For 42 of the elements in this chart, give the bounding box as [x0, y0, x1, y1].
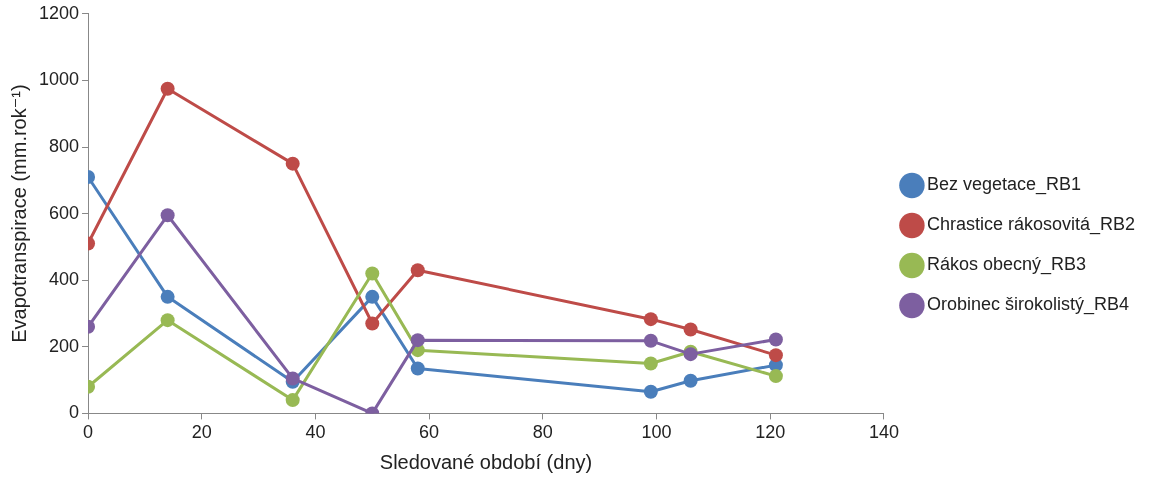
x-tick-label: 100	[641, 422, 672, 443]
legend-label: Orobinec širokolistý_RB4	[926, 294, 1129, 316]
point	[160, 289, 175, 304]
point	[365, 289, 380, 304]
point	[768, 348, 783, 363]
point	[365, 266, 380, 281]
point	[683, 322, 698, 337]
point	[768, 332, 783, 347]
x-tick-label: 0	[83, 422, 94, 443]
point	[683, 373, 698, 388]
point	[285, 393, 300, 408]
point	[285, 156, 300, 171]
x-tick-label: 60	[419, 422, 440, 443]
point	[365, 316, 380, 331]
legend-label: Chrastice rákosovitá_RB2	[926, 214, 1135, 236]
y-tick-label: 400	[49, 269, 80, 290]
point	[410, 263, 425, 278]
y-axis-title: Evapotranspirace (mm.rok⁻¹)	[7, 84, 30, 343]
y-tick-label: 0	[69, 402, 80, 423]
x-tick-label: 40	[305, 422, 326, 443]
point	[410, 333, 425, 348]
y-tick-label: 800	[49, 135, 80, 156]
legend-label: Bez vegetace_RB1	[926, 174, 1082, 196]
x-tick-label: 80	[532, 422, 553, 443]
x-axis-title: Sledované období (dny)	[379, 450, 593, 473]
point	[643, 333, 658, 348]
point	[160, 313, 175, 328]
legend-label: Rákos obecný_RB3	[926, 254, 1086, 276]
point	[410, 361, 425, 376]
y-tick-label: 600	[49, 202, 80, 223]
point	[643, 356, 658, 371]
y-tick-label: 200	[49, 335, 80, 356]
x-tick-label: 120	[755, 422, 786, 443]
point	[643, 312, 658, 327]
point	[643, 384, 658, 399]
y-tick-label: 1000	[39, 69, 80, 90]
y-tick-label: 1200	[39, 2, 80, 23]
x-tick-label: 140	[868, 422, 899, 443]
point	[160, 208, 175, 223]
point	[768, 369, 783, 384]
point	[160, 81, 175, 96]
x-tick-label: 20	[191, 422, 212, 443]
